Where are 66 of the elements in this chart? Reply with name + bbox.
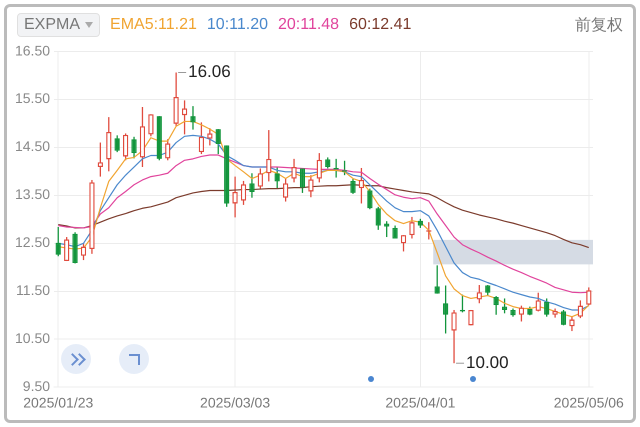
candlestick [308,174,314,198]
candlestick [64,236,70,262]
x-tick-label: 2025/01/23 [23,394,94,410]
legend-title: EXPMA [24,16,80,34]
y-tick-label: 13.50 [14,186,50,202]
candlestick [56,226,61,257]
y-tick-label: 9.50 [22,378,50,394]
text: 60:12.41 [349,16,412,34]
candlestick [232,176,238,218]
candlestick [190,105,196,130]
y-tick-label: 12.50 [14,234,50,250]
candlestick [552,308,558,318]
candlestick [148,114,154,137]
candlestick [266,129,272,182]
candlestick [80,242,86,261]
candlestick [300,168,306,194]
candlestick [216,128,221,155]
candlestick [451,309,457,364]
candlestick [434,264,440,294]
candlestick [476,284,482,304]
candlestick [325,156,330,170]
x-tick-label: 2025/05/06 [554,394,624,410]
y-tick-label: 15.50 [14,90,50,106]
text: EMA5:11.21 [110,16,197,34]
text: 20:11.48 [278,16,340,34]
candlestick [586,286,592,306]
y-tick-label: 10.50 [14,330,50,346]
candlestick [316,152,322,184]
candlestick [518,305,524,322]
candlestick [131,136,137,160]
candlestick [485,284,490,297]
x-tick-label: 2025/03/03 [200,394,270,410]
candlestick [350,178,356,195]
y-tick-label: 11.50 [16,282,50,298]
candlestick [240,180,246,206]
candlestick [544,298,550,318]
candlestick [409,216,415,240]
y-tick-label: 14.50 [14,138,50,154]
x-tick-label: 2025/04/01 [385,394,456,410]
candlestick [392,224,398,240]
text: 10:11.20 [206,16,268,34]
annotation: 16.06 [188,62,231,82]
candlestick [207,128,212,146]
candlestick [400,234,406,252]
candlestick [358,167,364,204]
candlestick [182,100,188,136]
candlestick [165,138,170,161]
candlestick [536,292,541,312]
candlestick [560,309,566,326]
candlestick [274,166,280,189]
candlestick [578,300,583,319]
y-tick-label: 16.50 [14,42,50,58]
candlestick [291,158,297,184]
candlestick [367,188,372,210]
candlestick [283,178,288,202]
annotation: 10.00 [466,352,509,372]
text: 前复权 [575,16,623,36]
candlestick [249,172,255,198]
candlestick [198,122,204,155]
candlestick [258,168,263,190]
candlestick [494,295,499,316]
candlestick [569,316,575,332]
candlestick [443,284,448,334]
candlestick [123,132,128,161]
candlestick [114,134,120,153]
candlestick [376,206,381,231]
